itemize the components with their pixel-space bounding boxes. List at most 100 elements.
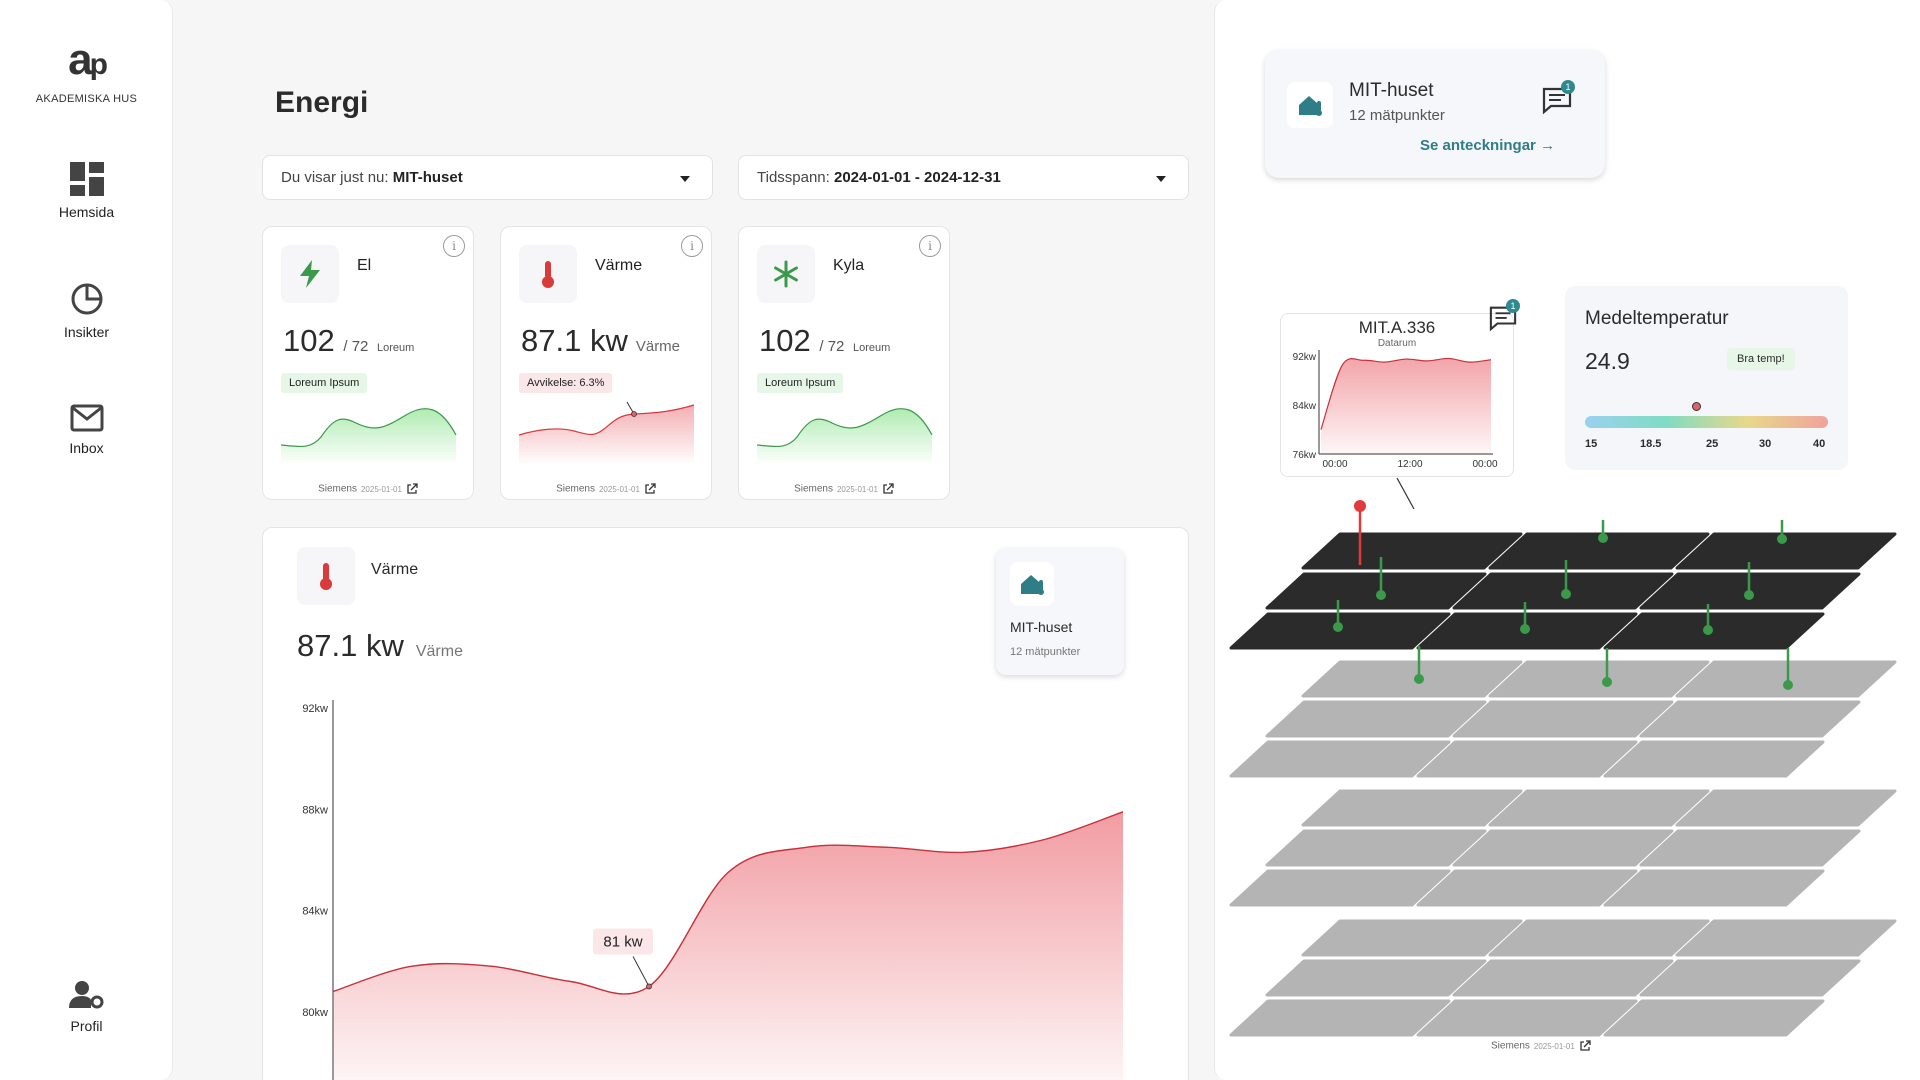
kpi-name: Värme <box>595 257 643 274</box>
room-area-chart: 92kw 84kw 76kw 00:00 12:00 00:00 <box>1293 350 1498 470</box>
floor-tile <box>1452 959 1674 997</box>
nav-item-inbox[interactable]: Inbox <box>0 404 173 456</box>
right-panel: MIT-huset 12 mätpunkter Se anteckningar … <box>1214 0 1920 1080</box>
nav-item-profil[interactable]: Profil <box>0 980 173 1034</box>
floor-tile <box>1675 919 1897 957</box>
avg-temperature-card: Medeltemperatur 24.9 Bra temp! 15 18.5 2… <box>1565 286 1848 470</box>
kpi-card-varme[interactable]: Värme i 87.1 kw Värme Avvikelse: 6.3% Sie… <box>500 226 712 500</box>
floor-tile <box>1301 919 1523 957</box>
kpi-pill: Loreum Ipsum <box>281 373 368 393</box>
building-subtitle: 12 mätpunkter <box>1349 107 1445 124</box>
nav-item-hemsida[interactable]: Hemsida <box>0 162 173 220</box>
floor-tile <box>1488 789 1710 827</box>
kpi-value-target: / 72 <box>819 338 845 355</box>
floor-tile <box>1265 959 1487 997</box>
kpi-card-el[interactable]: El i 102 / 72 Loreum Loreum Ipsum Siemen… <box>262 226 474 500</box>
kpi-card-kyla[interactable]: Kyla i 102 / 72 Loreum Loreum Ipsum Siem… <box>738 226 950 500</box>
scale-tick: 30 <box>1759 438 1772 450</box>
temp-status-badge: Bra temp! <box>1727 348 1795 370</box>
kpi-date: 2025-01-01 <box>598 484 640 494</box>
annotation-box <box>593 928 653 955</box>
avg-temp-value: 24.9 <box>1585 348 1630 374</box>
kpi-footer: Siemens 2025-01-01 <box>263 483 473 495</box>
kpi-name: El <box>357 257 372 274</box>
annotation-point <box>646 983 652 990</box>
floor-tile <box>1229 869 1451 907</box>
x-tick-label: 00:00 <box>1472 459 1497 470</box>
building-select[interactable]: Du visar just nu: MIT-huset <box>262 155 713 200</box>
floor-tile <box>1639 700 1861 738</box>
period-select-value: 2024-01-01 - 2024-12-31 <box>834 169 1001 186</box>
floor-tile <box>1416 869 1638 907</box>
kpi-value-unit: Loreum <box>853 342 891 354</box>
scale-tick: 40 <box>1813 438 1826 450</box>
dashboard-icon <box>69 162 104 196</box>
info-icon[interactable]: i <box>919 235 941 257</box>
floor-tile <box>1301 660 1523 698</box>
sensor-head <box>1520 624 1530 634</box>
floor-tile <box>1639 829 1861 867</box>
nav-label: Inbox <box>69 440 104 456</box>
notes-count-badge: 1 <box>1561 80 1575 94</box>
nav-label: Profil <box>70 1018 103 1034</box>
nav-item-insikter[interactable]: Insikter <box>0 282 173 340</box>
floor-tile <box>1416 999 1638 1037</box>
x-tick-label: 12:00 <box>1397 459 1422 470</box>
building-title: MIT-huset <box>1349 80 1434 101</box>
location-card[interactable]: MIT-huset 12 mätpunkter <box>996 548 1124 675</box>
floor-tile <box>1603 740 1825 778</box>
sensor-head <box>1744 590 1754 600</box>
external-link-icon[interactable] <box>644 483 656 495</box>
logo[interactable]: ap AKADEMISKA HUS <box>0 35 173 106</box>
y-tick-label: 76kw <box>1293 450 1317 461</box>
floor-tile-active <box>1603 612 1825 650</box>
external-link-icon[interactable] <box>1579 1040 1591 1052</box>
room-subtitle: Datarum <box>1377 338 1417 349</box>
annotation-label: 81 kw <box>603 933 642 950</box>
kpi-footer: Siemens 2025-01-01 <box>739 483 949 495</box>
kpi-date: 2025-01-01 <box>360 484 402 494</box>
mail-icon <box>70 404 103 432</box>
floor-tile-active <box>1675 532 1897 570</box>
kpi-sparkline <box>281 408 457 465</box>
room-notes-button[interactable]: 1 <box>1488 299 1520 336</box>
period-select[interactable]: Tidsspann: 2024-01-01 - 2024-12-31 <box>738 155 1189 200</box>
pie-chart-icon <box>71 283 102 315</box>
sensor-head <box>1703 625 1713 635</box>
house-thermometer-icon <box>1287 82 1333 128</box>
period-select-prefix: Tidsspann: <box>757 169 830 186</box>
floor-date: 2025-01-01 <box>1533 1041 1575 1051</box>
notes-button[interactable]: 1 <box>1541 80 1575 119</box>
card-unit-label: Värme <box>415 643 463 660</box>
x-tick-label: 00:00 <box>1322 459 1347 470</box>
see-notes-link[interactable]: Se anteckningar → <box>1420 137 1555 154</box>
external-link-icon[interactable] <box>406 483 418 495</box>
sensor-head <box>1602 677 1612 687</box>
kpi-value-unit: Loreum <box>377 342 415 354</box>
floor-tile <box>1452 829 1674 867</box>
house-thermometer-icon <box>1010 562 1054 606</box>
building-select-value: MIT-huset <box>392 169 463 186</box>
thermometer-icon <box>519 245 577 303</box>
floor-tile <box>1675 789 1897 827</box>
logo-mark: ap <box>68 35 108 84</box>
card-value: 87.1 kw Värme <box>297 628 463 664</box>
kpi-pill: Loreum Ipsum <box>757 373 844 393</box>
kpi-sparkline <box>757 408 933 465</box>
floor-tile <box>1488 919 1710 957</box>
room-popup[interactable]: MIT.A.336 Datarum 92kw 84kw 76kw 00:00 12:00… <box>1280 313 1514 477</box>
sensor-head <box>1333 622 1343 632</box>
building-summary-card[interactable]: MIT-huset 12 mätpunkter Se anteckningar … <box>1265 50 1605 178</box>
series-line <box>332 811 1124 995</box>
y-tick-label: 80kw <box>302 1007 328 1019</box>
info-icon[interactable]: i <box>681 235 703 257</box>
sensor-head-selected <box>1354 500 1366 512</box>
info-icon[interactable]: i <box>443 235 465 257</box>
snowflake-icon <box>757 245 815 303</box>
kpi-source: Siemens <box>794 483 833 495</box>
floor-plan-3d <box>1229 477 1897 1037</box>
arrow-right-icon: → <box>1540 137 1556 154</box>
floor-tile <box>1603 999 1825 1037</box>
scale-tick: 15 <box>1585 438 1598 450</box>
external-link-icon[interactable] <box>882 483 894 495</box>
